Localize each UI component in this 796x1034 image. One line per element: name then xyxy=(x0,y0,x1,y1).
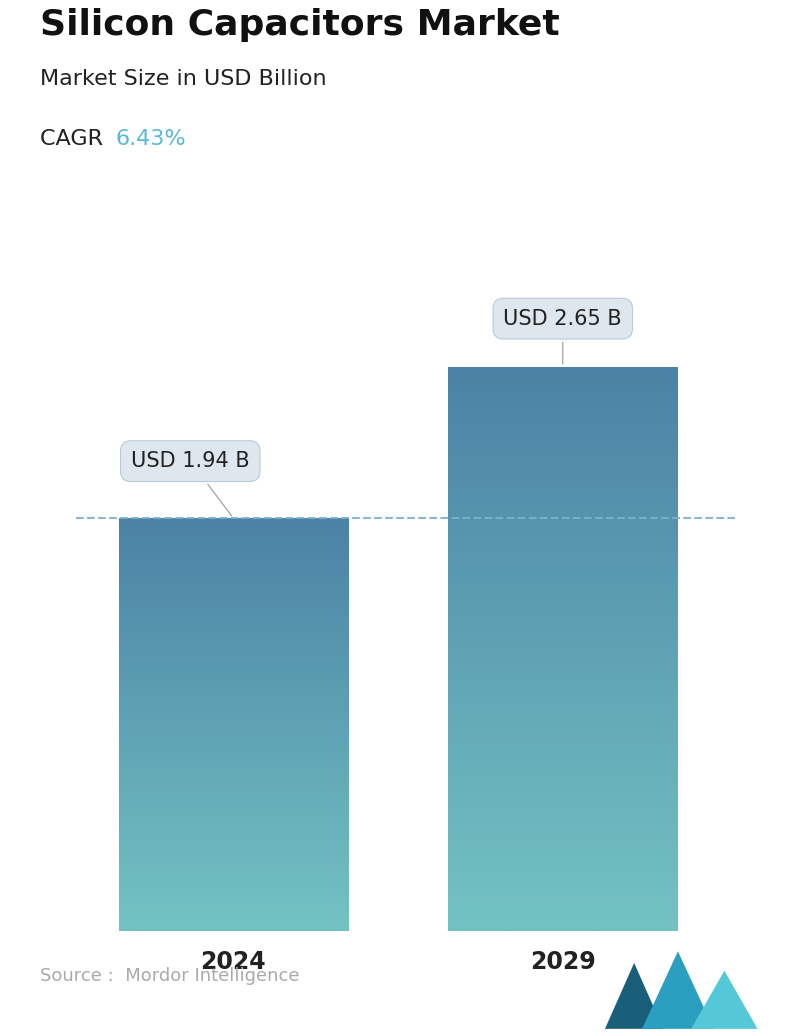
Text: Market Size in USD Billion: Market Size in USD Billion xyxy=(40,69,326,90)
Text: Source :  Mordor Intelligence: Source : Mordor Intelligence xyxy=(40,967,299,985)
Text: USD 1.94 B: USD 1.94 B xyxy=(131,451,250,516)
Polygon shape xyxy=(691,971,758,1029)
Text: 6.43%: 6.43% xyxy=(115,129,186,149)
Text: CAGR: CAGR xyxy=(40,129,117,149)
Polygon shape xyxy=(605,963,663,1029)
Text: USD 2.65 B: USD 2.65 B xyxy=(503,308,622,364)
Polygon shape xyxy=(642,951,714,1029)
Text: Silicon Capacitors Market: Silicon Capacitors Market xyxy=(40,8,560,42)
